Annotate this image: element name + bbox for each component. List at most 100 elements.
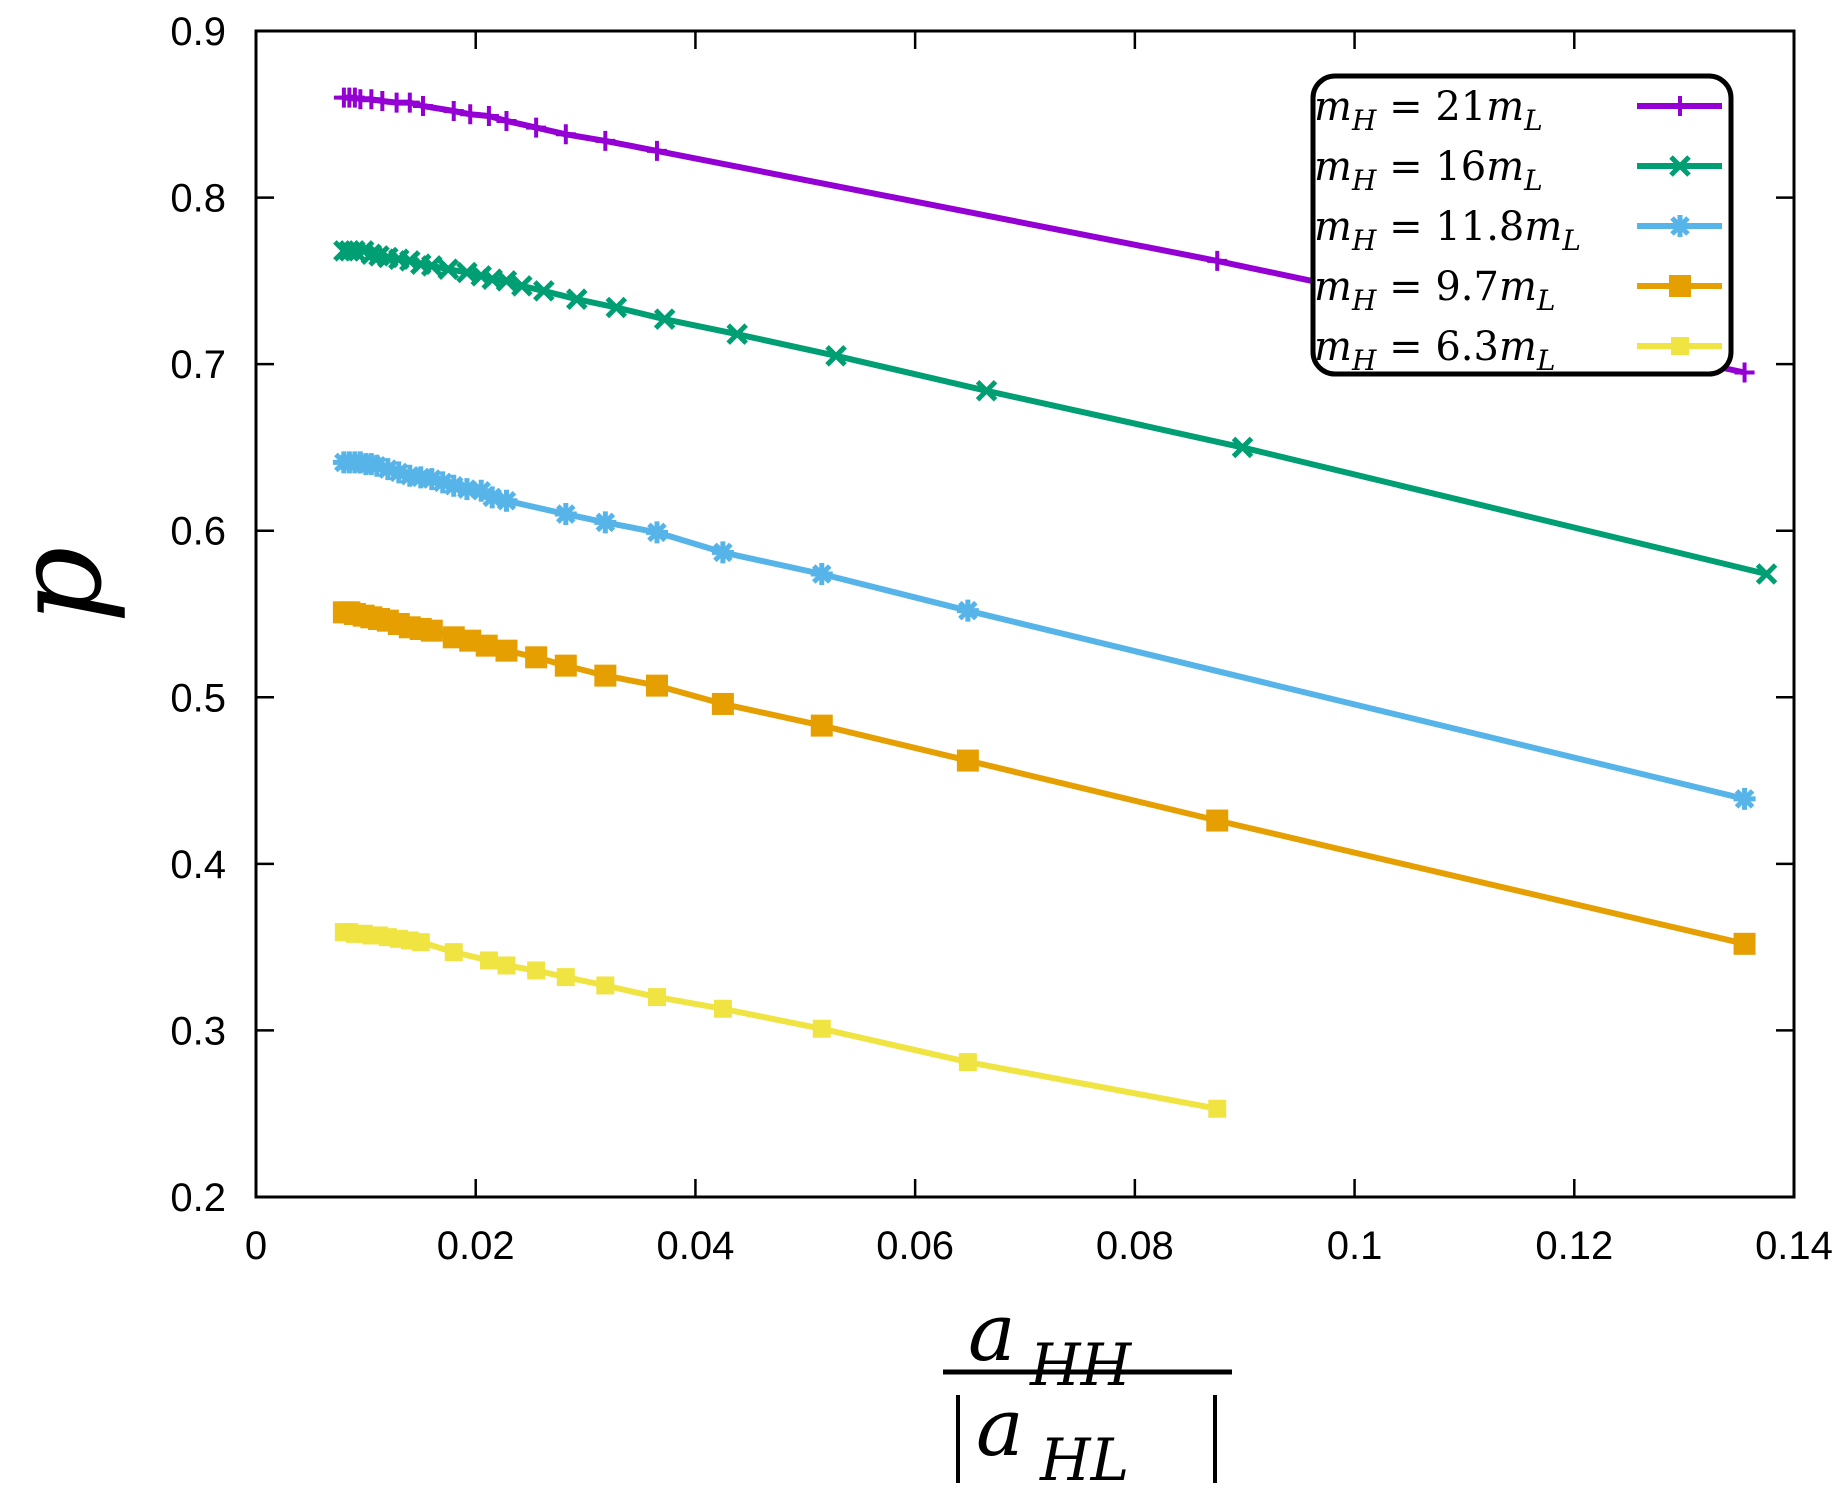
legend-marker	[1671, 337, 1689, 355]
plot-frame	[254, 29, 1796, 1199]
data-point	[975, 380, 998, 402]
data-point	[527, 961, 546, 980]
data-point	[810, 714, 833, 737]
y-tick-label: 0.2	[170, 1176, 226, 1220]
x-tick-label: 0.12	[1535, 1224, 1613, 1268]
data-point	[812, 1019, 831, 1038]
data-point	[646, 140, 667, 161]
x-tick-label: 0.14	[1755, 1224, 1833, 1268]
data-point	[431, 471, 454, 494]
data-point	[399, 92, 420, 113]
x-label-denominator-sub: HL	[1039, 1426, 1129, 1494]
data-point	[956, 749, 979, 772]
data-point	[443, 100, 464, 121]
data-point	[511, 275, 533, 297]
data-point	[479, 951, 498, 970]
data-point	[495, 639, 518, 662]
data-point	[525, 646, 548, 669]
legend-label: mH = 16mL	[1314, 144, 1543, 197]
data-point	[412, 95, 433, 116]
data-point	[556, 968, 575, 987]
data-point	[554, 503, 577, 526]
legend-marker	[1669, 215, 1691, 237]
x-tick-label: 0.08	[1096, 1224, 1174, 1268]
x-tick-label: 0.1	[1327, 1224, 1383, 1268]
y-tick-label: 0.3	[170, 1009, 226, 1053]
data-point	[711, 692, 734, 715]
series-layer	[332, 87, 1778, 1118]
series-0	[333, 87, 1755, 383]
legend-marker	[1669, 275, 1691, 297]
x-tick-label: 0.04	[656, 1224, 734, 1268]
data-point	[810, 563, 833, 586]
data-point	[365, 454, 388, 477]
data-point	[437, 258, 460, 280]
x-axis-label: a HH a HL	[943, 1286, 1232, 1494]
series-4	[334, 923, 1227, 1118]
data-point	[411, 933, 430, 952]
data-point	[555, 124, 576, 145]
y-tick-label: 0.6	[170, 510, 226, 554]
data-point	[421, 255, 443, 277]
data-point	[711, 541, 734, 564]
x-label-numerator-base: a	[968, 1286, 1016, 1379]
x-label-numerator-sub: HH	[1029, 1331, 1133, 1399]
data-point	[1755, 563, 1778, 585]
data-point	[497, 956, 516, 975]
legend-marker	[1669, 155, 1691, 177]
data-point	[442, 474, 465, 497]
data-point	[956, 599, 979, 622]
data-point	[647, 988, 666, 1007]
y-tick-label: 0.9	[170, 10, 226, 54]
legend-label: mH = 11.8mL	[1314, 204, 1581, 257]
data-point	[526, 117, 547, 138]
data-point	[376, 458, 399, 481]
data-point	[554, 654, 577, 677]
legend-marker	[1670, 96, 1690, 116]
data-point	[475, 634, 498, 657]
data-point	[825, 345, 847, 367]
legend-box	[1310, 73, 1734, 377]
series-3	[332, 601, 1756, 955]
data-point	[605, 296, 628, 319]
data-point	[1208, 1099, 1227, 1118]
data-point	[958, 1053, 977, 1072]
data-point	[1231, 436, 1254, 459]
y-tick-label: 0.8	[170, 177, 226, 221]
legend-label: mH = 9.7mL	[1314, 264, 1555, 317]
data-point	[496, 110, 517, 131]
data-point	[653, 308, 676, 330]
data-point	[1734, 362, 1755, 383]
series-2	[332, 451, 1756, 810]
ticks-layer: 0 0.02 0.04 0.06 0.08 0.1 0.12 0.14 0.2 0.3 0.4 0.5…	[170, 10, 1833, 1268]
data-point	[460, 104, 481, 125]
data-point	[1733, 787, 1756, 810]
data-point	[495, 270, 518, 292]
y-tick-label: 0.7	[170, 343, 226, 387]
y-tick-label: 0.4	[170, 843, 226, 887]
data-point	[1733, 932, 1756, 955]
data-point	[645, 521, 668, 544]
data-point	[594, 664, 617, 687]
data-point	[645, 674, 668, 697]
data-point	[566, 288, 588, 310]
y-axis-label: p	[0, 547, 129, 624]
x-tick-label: 0	[245, 1224, 267, 1268]
data-point	[387, 461, 410, 484]
data-point	[420, 468, 443, 491]
x-label-denominator-base: a	[976, 1381, 1024, 1474]
data-point	[495, 489, 518, 512]
data-point	[713, 999, 732, 1018]
data-point	[596, 976, 615, 995]
y-tick-label: 0.5	[170, 676, 226, 720]
data-point	[1207, 250, 1228, 271]
legend-label: mH = 6.3mL	[1314, 324, 1555, 377]
data-point	[1206, 809, 1229, 832]
x-tick-label: 0.02	[437, 1224, 515, 1268]
data-point	[478, 105, 499, 126]
data-point	[726, 323, 748, 345]
x-tick-label: 0.06	[876, 1224, 954, 1268]
series-1	[333, 240, 1778, 585]
data-point	[594, 511, 617, 534]
